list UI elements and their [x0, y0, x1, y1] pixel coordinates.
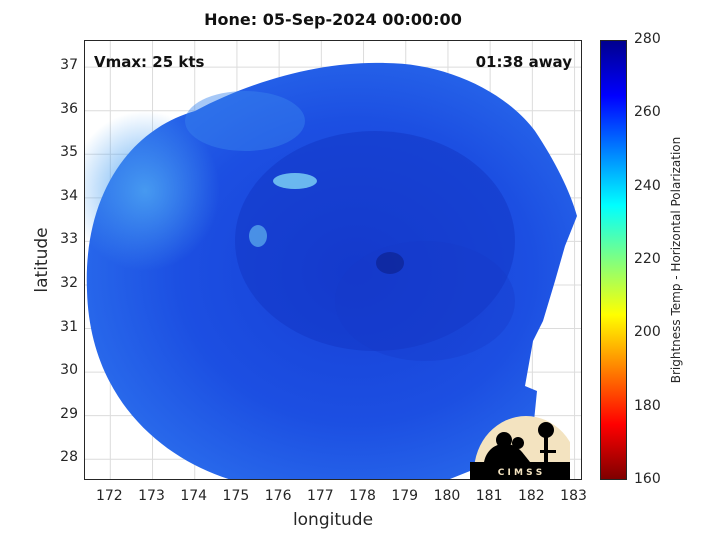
y-tick-label: 28	[60, 449, 78, 466]
time-away-label: 01:38 away	[475, 53, 572, 71]
x-tick-label: 177	[306, 488, 334, 504]
warm-region	[85, 111, 220, 271]
map-title: Hone: 05-Sep-2024 00:00:00	[204, 10, 462, 29]
x-tick-label: 180	[433, 488, 461, 504]
map-plot-area	[84, 40, 582, 480]
cimss-logo-icon: C I M S S	[470, 412, 578, 528]
colorbar	[600, 40, 627, 480]
y-axis-label: latitude	[32, 227, 52, 293]
warm-spot	[273, 173, 317, 189]
y-tick-label: 33	[60, 231, 78, 248]
warm-spot-2	[249, 225, 267, 247]
y-tick-label: 37	[60, 57, 78, 74]
x-tick-label: 174	[180, 488, 208, 504]
colorbar-label: Brightness Temp - Horizontal Polarizatio…	[669, 136, 683, 384]
colorbar-tick-label: 180	[634, 397, 661, 414]
x-tick-label: 181	[475, 488, 503, 504]
vmax-label: Vmax: 25 kts	[94, 53, 205, 71]
x-tick-label: 172	[95, 488, 123, 504]
x-tick-label: 179	[391, 488, 419, 504]
warm-region-north	[185, 91, 305, 151]
y-tick-label: 35	[60, 144, 78, 161]
x-tick-label: 176	[264, 488, 292, 504]
colorbar-tick-label: 240	[634, 177, 661, 194]
colorbar-tick-label: 200	[634, 324, 661, 341]
colorbar-tick-label: 220	[634, 251, 661, 267]
y-tick-label: 29	[60, 405, 78, 422]
x-tick-label: 182	[517, 488, 545, 504]
colorbar-tick-label: 260	[634, 104, 661, 121]
swath-image	[85, 41, 581, 479]
colorbar-tick-label: 160	[634, 471, 661, 487]
y-tick-label: 31	[60, 318, 78, 335]
colorbar-tick-label: 280	[634, 31, 661, 47]
x-tick-label: 175	[222, 488, 250, 504]
logo-text: C I M S S	[498, 468, 542, 478]
x-tick-label: 183	[560, 488, 587, 504]
y-tick-label: 34	[60, 187, 78, 204]
storm-center	[376, 252, 404, 274]
x-axis-label: longitude	[292, 510, 374, 530]
y-tick-label: 32	[60, 274, 78, 291]
x-tick-label: 173	[138, 488, 165, 504]
rain-band	[335, 241, 515, 361]
y-tick-label: 30	[60, 362, 78, 379]
y-tick-label: 36	[60, 100, 78, 117]
x-tick-label: 178	[349, 488, 376, 504]
